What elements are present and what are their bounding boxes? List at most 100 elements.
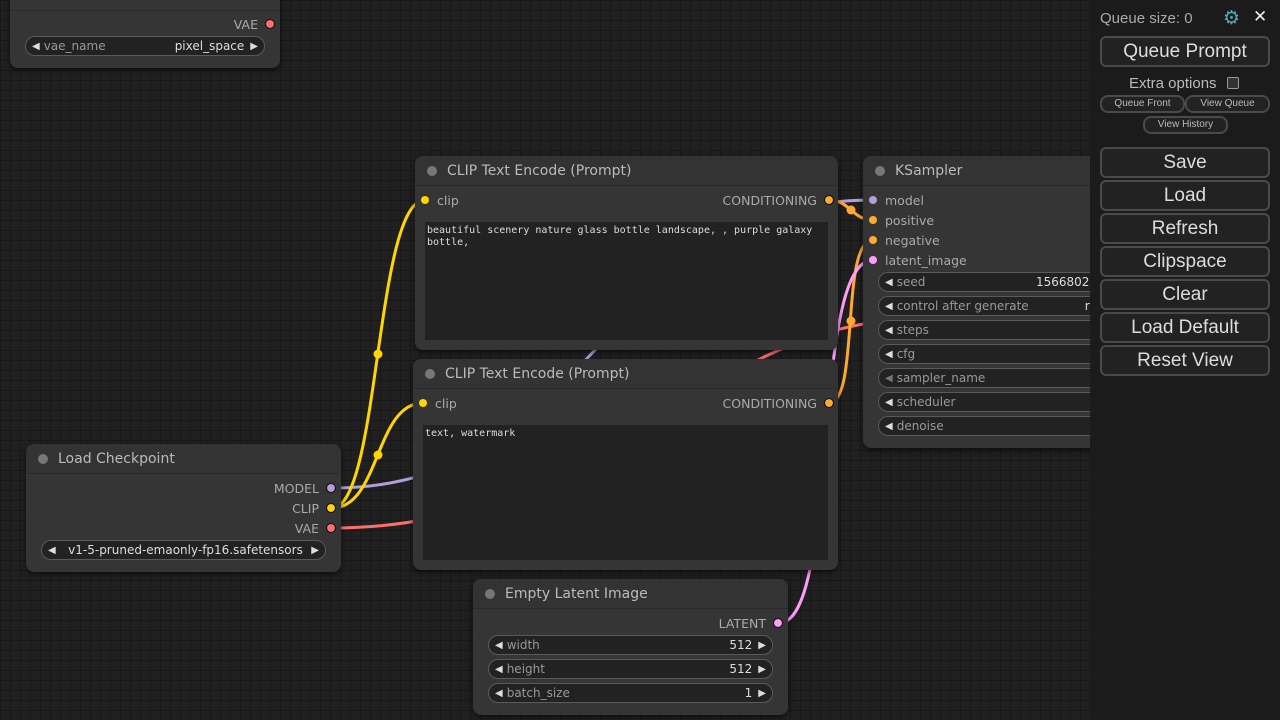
arrow-right-icon[interactable]: ▶ <box>250 40 258 52</box>
collapse-dot-icon[interactable] <box>427 165 437 176</box>
empty-latent-image-node[interactable]: Empty Latent Image LATENT ◀ width 512 ▶ ◀ hei… <box>473 579 788 715</box>
widget-2[interactable]: ◀steps▶ <box>878 320 1133 340</box>
widget-5[interactable]: ◀schedulerr▶ <box>878 392 1133 412</box>
model-output[interactable]: MODEL <box>273 478 336 498</box>
refresh-button[interactable]: Refresh <box>1100 213 1270 244</box>
vae-output[interactable]: VAE <box>295 518 336 538</box>
widget-2[interactable]: ◀ batch_size 1 ▶ <box>488 683 773 703</box>
slot-dot[interactable] <box>869 216 877 224</box>
queue-prompt-button[interactable]: Queue Prompt <box>1100 36 1270 67</box>
extra-options-checkbox[interactable] <box>1227 77 1239 89</box>
view-history-button[interactable]: View History <box>1143 116 1228 134</box>
load-default-button[interactable]: Load Default <box>1100 312 1270 343</box>
slot-dot[interactable] <box>824 398 834 408</box>
slot-dot[interactable] <box>824 195 834 205</box>
clip-input[interactable]: clip <box>421 190 459 210</box>
clip-output[interactable]: CLIP <box>292 498 336 518</box>
collapse-dot-icon[interactable] <box>38 453 48 464</box>
slot-dot[interactable] <box>421 196 429 204</box>
slot-label: CONDITIONING <box>722 395 817 411</box>
collapse-dot-icon[interactable] <box>485 588 495 599</box>
vae-loader-node[interactable]: VAE ◀ vae_name pixel_space ▶ <box>10 0 280 68</box>
settings-gear-icon[interactable]: ⚙ <box>1223 7 1241 29</box>
latent-image-input[interactable]: latent_image <box>869 250 967 270</box>
widget-1[interactable]: ◀ height 512 ▶ <box>488 659 773 679</box>
clear-button[interactable]: Clear <box>1100 279 1270 310</box>
conditioning-output[interactable]: CONDITIONING <box>722 190 834 210</box>
clip-input[interactable]: clip <box>419 393 457 413</box>
clip-text-encode-negative[interactable]: CLIP Text Encode (Prompt) clip CONDITION… <box>413 359 838 570</box>
view-queue-button[interactable]: View Queue <box>1185 95 1270 113</box>
reset-view-button[interactable]: Reset View <box>1100 345 1270 376</box>
widget-6[interactable]: ◀denoise▶ <box>878 416 1133 436</box>
positive-input[interactable]: positive <box>869 210 934 230</box>
arrow-left-icon[interactable]: ◀ <box>885 324 893 336</box>
widget-value: 512 <box>729 638 753 652</box>
widget-label: batch_size <box>506 686 570 700</box>
ksampler-node[interactable]: KSampler model positive negative latent_… <box>863 156 1133 448</box>
slot-label: LATENT <box>718 615 766 631</box>
node-title[interactable]: KSampler <box>863 156 1123 186</box>
arrow-right-icon[interactable]: ▶ <box>758 663 766 675</box>
arrow-left-icon[interactable]: ◀ <box>495 639 503 651</box>
title-text: Empty Latent Image <box>505 585 648 602</box>
ckpt-name-widget[interactable]: ◀ v1-5-pruned-emaonly-fp16.safetensors ▶ <box>41 540 326 560</box>
slot-dot[interactable] <box>326 503 336 513</box>
slot-dot[interactable] <box>773 618 783 628</box>
arrow-right-icon[interactable]: ▶ <box>758 639 766 651</box>
latent-output[interactable]: LATENT <box>718 613 783 633</box>
arrow-left-icon[interactable]: ◀ <box>885 372 893 384</box>
arrow-left-icon[interactable]: ◀ <box>885 396 893 408</box>
arrow-left-icon[interactable]: ◀ <box>885 420 893 432</box>
node-title[interactable]: CLIP Text Encode (Prompt) <box>415 156 838 186</box>
prompt-textarea[interactable]: beautiful scenery nature glass bottle la… <box>425 222 828 340</box>
save-button[interactable]: Save <box>1100 147 1270 178</box>
slot-label: latent_image <box>885 252 967 268</box>
collapse-dot-icon[interactable] <box>425 368 435 379</box>
clip-text-encode-positive[interactable]: CLIP Text Encode (Prompt) clip CONDITION… <box>415 156 838 350</box>
widget-4[interactable]: ◀sampler_name▶ <box>878 368 1133 388</box>
widget-label: sampler_name <box>896 371 986 385</box>
node-title[interactable]: Empty Latent Image <box>473 579 788 609</box>
arrow-left-icon[interactable]: ◀ <box>885 348 893 360</box>
widget-3[interactable]: ◀cfg▶ <box>878 344 1133 364</box>
negative-input[interactable]: negative <box>869 230 940 250</box>
slot-dot[interactable] <box>869 236 877 244</box>
arrow-left-icon[interactable]: ◀ <box>32 40 40 52</box>
link-dot <box>373 450 383 460</box>
slot-dot[interactable] <box>869 196 877 204</box>
widget-0[interactable]: ◀ width 512 ▶ <box>488 635 773 655</box>
node-title[interactable]: CLIP Text Encode (Prompt) <box>413 359 838 389</box>
collapse-dot-icon[interactable] <box>875 165 885 176</box>
slot-label: model <box>885 192 924 208</box>
clipspace-button[interactable]: Clipspace <box>1100 246 1270 277</box>
conditioning-output[interactable]: CONDITIONING <box>722 393 834 413</box>
slot-label: MODEL <box>273 480 319 496</box>
arrow-left-icon[interactable]: ◀ <box>885 300 893 312</box>
model-input[interactable]: model <box>869 190 924 210</box>
prompt-textarea[interactable]: text, watermark <box>423 425 828 560</box>
load-checkpoint-node[interactable]: Load Checkpoint MODEL CLIP VAE ◀ v1-5-pru… <box>26 444 341 572</box>
arrow-right-icon[interactable]: ▶ <box>758 687 766 699</box>
arrow-left-icon[interactable]: ◀ <box>495 663 503 675</box>
slot-label: CONDITIONING <box>722 192 817 208</box>
slot-dot[interactable] <box>326 483 336 493</box>
extra-options-label: Extra options <box>1129 75 1217 92</box>
vae-name-widget[interactable]: ◀ vae_name pixel_space ▶ <box>25 36 265 56</box>
close-icon[interactable]: ✕ <box>1253 7 1268 27</box>
widget-label: control after generate <box>896 299 1029 313</box>
queue-front-button[interactable]: Queue Front <box>1100 95 1185 113</box>
node-title[interactable]: Load Checkpoint <box>26 444 341 474</box>
slot-dot[interactable] <box>869 256 877 264</box>
arrow-right-icon[interactable]: ▶ <box>311 544 319 556</box>
slot-dot[interactable] <box>419 399 427 407</box>
arrow-left-icon[interactable]: ◀ <box>48 544 56 556</box>
widget-label: seed <box>896 275 926 289</box>
load-button[interactable]: Load <box>1100 180 1270 211</box>
slot-dot[interactable] <box>326 523 336 533</box>
arrow-left-icon[interactable]: ◀ <box>885 276 893 288</box>
arrow-left-icon[interactable]: ◀ <box>495 687 503 699</box>
widget-label: cfg <box>896 347 916 361</box>
vae-output[interactable]: VAE <box>234 14 275 34</box>
slot-dot[interactable] <box>265 19 275 29</box>
